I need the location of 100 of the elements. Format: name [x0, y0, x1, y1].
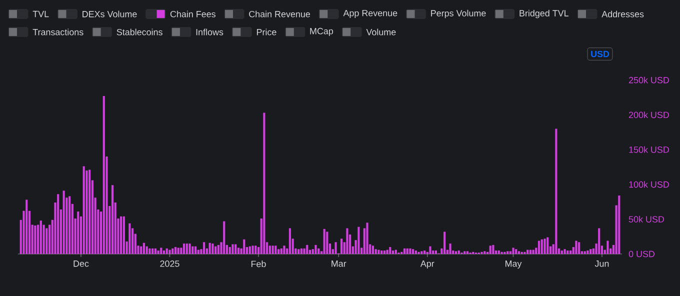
bar [532, 250, 534, 254]
bar [82, 166, 85, 254]
bar [283, 246, 286, 254]
bar [432, 250, 434, 254]
bar [88, 170, 91, 254]
text: Transactions [32, 28, 84, 36]
bar [248, 246, 251, 254]
bar [372, 246, 374, 254]
bar [492, 244, 494, 254]
bar [449, 244, 452, 254]
bar [254, 246, 257, 254]
bar [272, 246, 274, 254]
bar [172, 248, 174, 254]
bar [340, 238, 343, 254]
bar [42, 224, 45, 254]
bar [274, 246, 277, 254]
bar [277, 249, 280, 254]
bar [122, 216, 125, 254]
bar [212, 244, 214, 254]
bar [434, 250, 437, 254]
bar [509, 251, 512, 254]
bar [37, 224, 40, 254]
y-tick-label: 0 USD [628, 250, 654, 258]
bar [146, 246, 148, 254]
bar [237, 248, 240, 254]
bar [223, 221, 226, 254]
bar [506, 251, 509, 254]
bar [383, 250, 386, 254]
bar [454, 251, 458, 254]
legend-label: Chain Fees [170, 10, 216, 18]
x-tick-label: Jun [594, 260, 609, 267]
bar [392, 250, 394, 254]
bar [584, 251, 586, 254]
bar [444, 232, 446, 254]
y-tick-label: 200k USD [628, 112, 669, 118]
text: App Revenue [343, 10, 398, 18]
x-tick-label: 2025 [160, 260, 180, 267]
bar [358, 226, 360, 254]
text: Chain Revenue [249, 10, 310, 18]
bar [429, 246, 432, 254]
bar [68, 196, 71, 254]
bar [326, 232, 328, 254]
bar [409, 248, 412, 254]
bar [484, 251, 486, 254]
bar [192, 246, 194, 254]
y-tick-label: 250k USD [628, 76, 669, 84]
text: MCap [310, 28, 334, 36]
text: Price [256, 28, 276, 36]
bar [526, 250, 529, 254]
bar [57, 194, 60, 254]
bar [152, 248, 154, 254]
bar [555, 128, 558, 254]
bar [154, 248, 156, 254]
bar [403, 248, 406, 254]
bar [420, 251, 423, 254]
bar [217, 244, 220, 254]
bar [168, 250, 171, 254]
bar [183, 244, 186, 254]
bar [203, 242, 206, 254]
x-tick-label: Mar [332, 260, 346, 267]
text: Volume [366, 28, 396, 36]
bar [618, 196, 620, 254]
bar [334, 242, 337, 254]
bar [566, 250, 569, 254]
text: Inflows [196, 28, 224, 36]
bar [589, 249, 592, 254]
bar [544, 238, 546, 254]
bar [102, 96, 105, 254]
bar [177, 248, 180, 254]
bar [160, 248, 162, 254]
bar [157, 250, 160, 254]
bar [586, 250, 589, 254]
bar [458, 250, 460, 254]
bar [406, 248, 408, 254]
bar [518, 251, 520, 254]
bar [466, 251, 468, 254]
bar [540, 239, 543, 254]
bar [174, 247, 176, 254]
bar [374, 249, 377, 254]
bar [86, 170, 88, 254]
bar [188, 244, 191, 254]
bar [162, 250, 166, 254]
bar [142, 242, 145, 254]
bar [464, 251, 466, 254]
x-tick-label: Feb [251, 260, 266, 268]
text: DEXs Volume [82, 10, 137, 18]
bar [26, 200, 28, 254]
bar [546, 237, 549, 254]
bar [314, 244, 317, 254]
bar [512, 248, 514, 254]
bar [252, 246, 254, 254]
bar [197, 250, 200, 254]
text: USD [591, 50, 610, 58]
bar [346, 228, 348, 254]
bar [288, 228, 291, 254]
text: Addresses [602, 10, 644, 18]
bar [300, 248, 302, 254]
bar [77, 212, 80, 254]
bar [498, 250, 500, 254]
bar [303, 248, 306, 254]
